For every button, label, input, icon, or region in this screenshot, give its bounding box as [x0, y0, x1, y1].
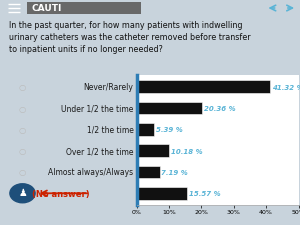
Text: 7.19 %: 7.19 %	[161, 169, 188, 175]
Text: ○: ○	[19, 83, 26, 92]
Bar	[136, 145, 169, 157]
Text: In the past quarter, for how many patients with indwelling
urinary catheters was: In the past quarter, for how many patien…	[9, 21, 250, 53]
Text: CAUTI: CAUTI	[32, 4, 62, 13]
Text: ○: ○	[19, 125, 26, 134]
Text: ○: ○	[19, 146, 26, 155]
Text: 15.57 %: 15.57 %	[189, 190, 220, 196]
Text: (No answer): (No answer)	[32, 189, 90, 198]
Text: ○: ○	[19, 104, 26, 113]
FancyBboxPatch shape	[27, 3, 141, 15]
Bar	[136, 187, 187, 200]
Text: ♟: ♟	[18, 187, 27, 197]
Text: Under 1/2 the time: Under 1/2 the time	[61, 104, 134, 113]
Bar	[136, 81, 270, 94]
Text: 20.36 %: 20.36 %	[204, 106, 236, 112]
Circle shape	[10, 184, 35, 203]
Text: 1/2 the time: 1/2 the time	[87, 125, 134, 134]
Bar	[136, 166, 160, 179]
Text: Never/Rarely: Never/Rarely	[84, 83, 134, 92]
Text: 41.32 %: 41.32 %	[272, 84, 300, 90]
Text: Over 1/2 the time: Over 1/2 the time	[66, 146, 134, 155]
Text: Almost always/Always: Almost always/Always	[48, 168, 134, 177]
Bar	[136, 102, 202, 115]
Text: 5.39 %: 5.39 %	[156, 127, 182, 133]
Text: 10.18 %: 10.18 %	[171, 148, 203, 154]
Text: ○: ○	[19, 168, 26, 177]
Bar	[136, 123, 154, 136]
